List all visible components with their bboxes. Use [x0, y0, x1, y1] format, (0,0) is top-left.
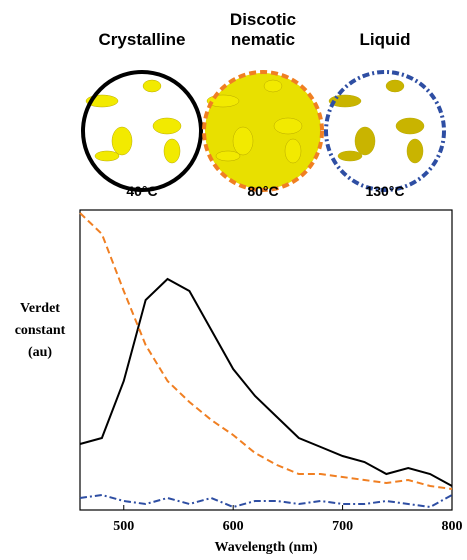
phase-blob: [284, 138, 302, 164]
y-axis-label: Verdet constant (au): [14, 301, 66, 360]
phase-title: Liquid: [359, 30, 411, 49]
phase-blob: [406, 138, 424, 164]
phase-blob: [163, 138, 181, 164]
phase-temperature: 80°C: [247, 183, 279, 199]
phase-blob: [142, 79, 162, 93]
phase-blob: [94, 150, 120, 162]
phase-blob: [232, 126, 254, 156]
series-line: [79, 212, 453, 490]
x-tick-label: 500: [113, 519, 134, 534]
series-line: [79, 277, 453, 487]
phase-blob: [152, 117, 182, 135]
phase-temperature: 40°C: [126, 183, 158, 199]
phase-blob: [263, 79, 283, 93]
x-tick-label: 800: [442, 519, 463, 534]
phase-texture: [205, 73, 321, 189]
phase-title: Crystalline: [98, 30, 186, 49]
phase-blob: [111, 126, 133, 156]
phase-temperature: 130°C: [365, 183, 405, 199]
x-tick-label: 600: [223, 519, 244, 534]
phase-title: Discotic nematic: [229, 10, 297, 49]
series-line: [79, 493, 453, 509]
phase-circle: [324, 70, 446, 192]
phase-circle: [81, 70, 203, 192]
phase-blob: [354, 126, 376, 156]
phase-blob: [273, 117, 303, 135]
phase-blob: [215, 150, 241, 162]
phase-blob: [385, 79, 405, 93]
plot-frame: [79, 209, 453, 511]
phase-blob: [395, 117, 425, 135]
phase-blob: [337, 150, 363, 162]
x-tick-label: 700: [332, 519, 353, 534]
phase-circle: [202, 70, 324, 192]
x-axis-label: Wavelength (nm): [214, 540, 317, 555]
